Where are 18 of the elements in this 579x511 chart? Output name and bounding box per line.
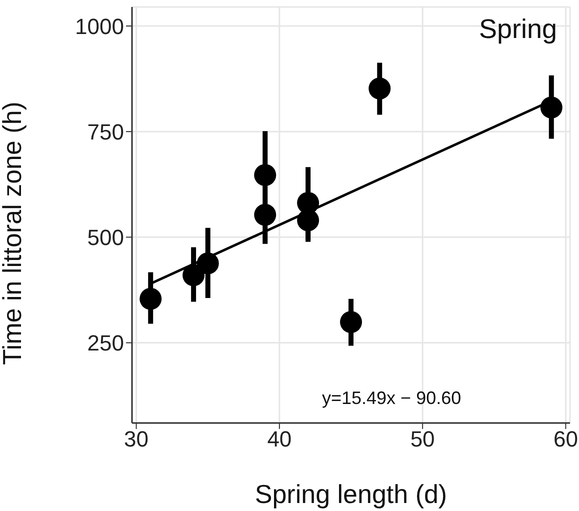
point [140,288,162,310]
x-axis-title: Spring length (d) [254,479,448,509]
annotation: Spring [478,14,557,45]
point [368,78,391,100]
y-axis-title: Time in littoral zone (h) [0,102,28,365]
y-tick-label: 500 [87,224,124,250]
point [340,311,362,334]
x-tick-label: 60 [553,426,578,452]
point [540,96,562,119]
x-tick-label: 30 [124,426,149,452]
x-tick-label: 40 [267,426,292,452]
annotation: y=15.49x − 90.60 [322,388,462,409]
point [254,164,276,186]
point [254,204,276,226]
x-tick-label: 50 [410,426,435,452]
y-tick-label: 250 [87,330,124,356]
y-tick-label: 750 [87,119,124,144]
y-tick-label: 1000 [75,14,124,39]
